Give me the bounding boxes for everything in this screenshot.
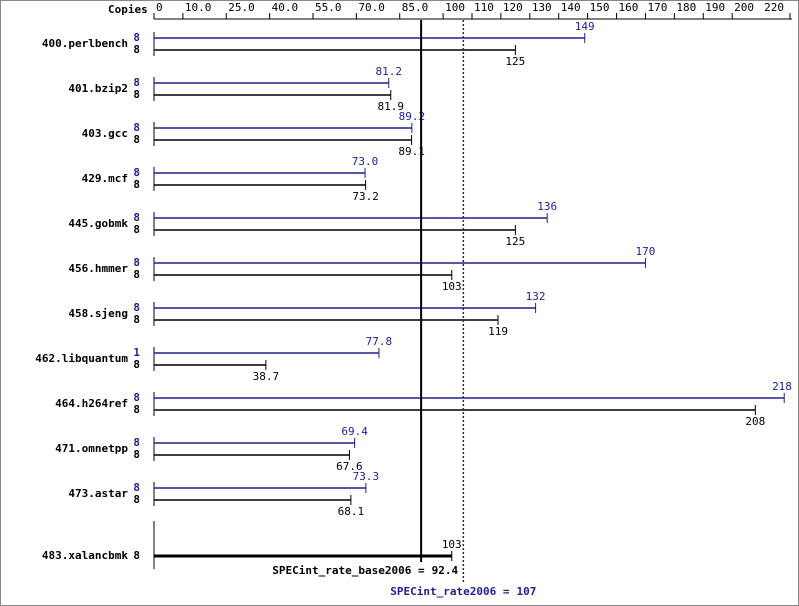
copies: 8 bbox=[133, 493, 140, 506]
value-label: 73.2 bbox=[352, 190, 379, 203]
copies: 8 bbox=[133, 448, 140, 461]
reference-label: SPECint_rate_base2006 = 92.4 bbox=[272, 564, 458, 577]
category-label: 464.h264ref bbox=[55, 397, 128, 410]
x-tick-label: 150 bbox=[590, 1, 610, 14]
copies: 8 bbox=[133, 76, 140, 89]
x-tick-label: 10.0 bbox=[185, 1, 212, 14]
category-label: 429.mcf bbox=[82, 172, 128, 185]
value-label: 132 bbox=[526, 290, 546, 303]
x-tick-label: 140 bbox=[561, 1, 581, 14]
x-tick-label: 40.0 bbox=[272, 1, 299, 14]
category-label: 403.gcc bbox=[82, 127, 128, 140]
copies: 8 bbox=[133, 301, 140, 314]
x-tick-label: 55.0 bbox=[315, 1, 342, 14]
value-label: 67.6 bbox=[336, 460, 363, 473]
x-tick-label: 160 bbox=[619, 1, 639, 14]
copies: 8 bbox=[133, 549, 140, 562]
value-label: 125 bbox=[505, 235, 525, 248]
x-tick-label: 190 bbox=[705, 1, 725, 14]
x-tick-label: 120 bbox=[503, 1, 523, 14]
value-label: 89.1 bbox=[398, 145, 425, 158]
copies: 8 bbox=[133, 121, 140, 134]
copies: 8 bbox=[133, 211, 140, 224]
copies: 8 bbox=[133, 391, 140, 404]
x-tick-label: 85.0 bbox=[402, 1, 429, 14]
copies: 8 bbox=[133, 268, 140, 281]
copies: 8 bbox=[133, 31, 140, 44]
x-tick-label: 130 bbox=[532, 1, 552, 14]
reference-label: SPECint_rate2006 = 107 bbox=[390, 585, 536, 598]
value-label: 68.1 bbox=[338, 505, 365, 518]
reference-value: 92.4 bbox=[432, 564, 459, 577]
category-label: 473.astar bbox=[68, 487, 128, 500]
value-label: 81.9 bbox=[378, 100, 405, 113]
value-label: 218 bbox=[772, 380, 792, 393]
copies-header: Copies bbox=[108, 3, 148, 16]
value-label: 170 bbox=[636, 245, 656, 258]
category-label: 458.sjeng bbox=[68, 307, 128, 320]
reference-name: SPECint_rate_base2006 = bbox=[272, 564, 425, 577]
copies: 1 bbox=[133, 346, 140, 359]
reference-value: 107 bbox=[516, 585, 536, 598]
x-tick-label: 0 bbox=[156, 1, 163, 14]
copies: 8 bbox=[133, 256, 140, 269]
copies: 8 bbox=[133, 436, 140, 449]
copies: 8 bbox=[133, 313, 140, 326]
x-tick-label: 220 bbox=[764, 1, 784, 14]
copies: 8 bbox=[133, 481, 140, 494]
copies: 8 bbox=[133, 43, 140, 56]
copies: 8 bbox=[133, 178, 140, 191]
value-label: 77.8 bbox=[366, 335, 393, 348]
value-label: 149 bbox=[575, 20, 595, 33]
copies: 8 bbox=[133, 223, 140, 236]
copies: 8 bbox=[133, 403, 140, 416]
x-tick-label: 170 bbox=[647, 1, 667, 14]
x-tick-label: 200 bbox=[734, 1, 754, 14]
value-label: 136 bbox=[537, 200, 557, 213]
copies: 8 bbox=[133, 88, 140, 101]
value-label: 73.3 bbox=[353, 470, 380, 483]
value-label: 208 bbox=[745, 415, 765, 428]
category-label: 401.bzip2 bbox=[68, 82, 128, 95]
category-label: 462.libquantum bbox=[35, 352, 128, 365]
x-tick-label: 25.0 bbox=[228, 1, 255, 14]
value-label: 38.7 bbox=[253, 370, 280, 383]
category-label: 471.omnetpp bbox=[55, 442, 128, 455]
category-label: 483.xalancbmk bbox=[42, 549, 128, 562]
x-tick-label: 70.0 bbox=[358, 1, 385, 14]
value-label: 69.4 bbox=[341, 425, 368, 438]
value-label: 89.2 bbox=[399, 110, 426, 123]
category-label: 456.hmmer bbox=[68, 262, 128, 275]
reference-name: SPECint_rate2006 = bbox=[390, 585, 510, 598]
category-label: 445.gobmk bbox=[68, 217, 128, 230]
x-tick-label: 180 bbox=[676, 1, 696, 14]
value-label: 119 bbox=[488, 325, 508, 338]
category-label: 400.perlbench bbox=[42, 37, 128, 50]
value-label: 73.0 bbox=[352, 155, 379, 168]
value-label: 103 bbox=[442, 538, 462, 551]
copies: 8 bbox=[133, 133, 140, 146]
x-tick-label: 110 bbox=[474, 1, 494, 14]
value-label: 125 bbox=[505, 55, 525, 68]
copies: 8 bbox=[133, 358, 140, 371]
x-tick-label: 100 bbox=[445, 1, 465, 14]
value-label: 103 bbox=[442, 280, 462, 293]
copies: 8 bbox=[133, 166, 140, 179]
value-label: 81.2 bbox=[375, 65, 402, 78]
